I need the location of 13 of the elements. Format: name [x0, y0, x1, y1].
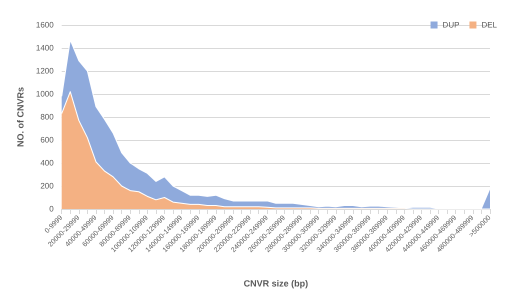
x-axis-title: CNVR size (bp)	[244, 278, 308, 288]
y-tick-label: 1600	[36, 20, 54, 30]
y-tick-label: 400	[40, 158, 54, 168]
y-tick-label: 1400	[36, 44, 54, 52]
y-tick-label: 200	[40, 182, 54, 190]
y-tick-label: 600	[40, 136, 54, 144]
y-axis-title: NO. of CNVRs	[16, 86, 26, 148]
legend-label: DUP	[442, 20, 460, 30]
legend-label: DEL	[481, 20, 498, 30]
y-tick-label: 1200	[36, 66, 54, 76]
y-tick-label: 0	[49, 204, 54, 214]
y-tick-label: 800	[40, 112, 54, 122]
y-tick-label: 1000	[36, 90, 54, 98]
